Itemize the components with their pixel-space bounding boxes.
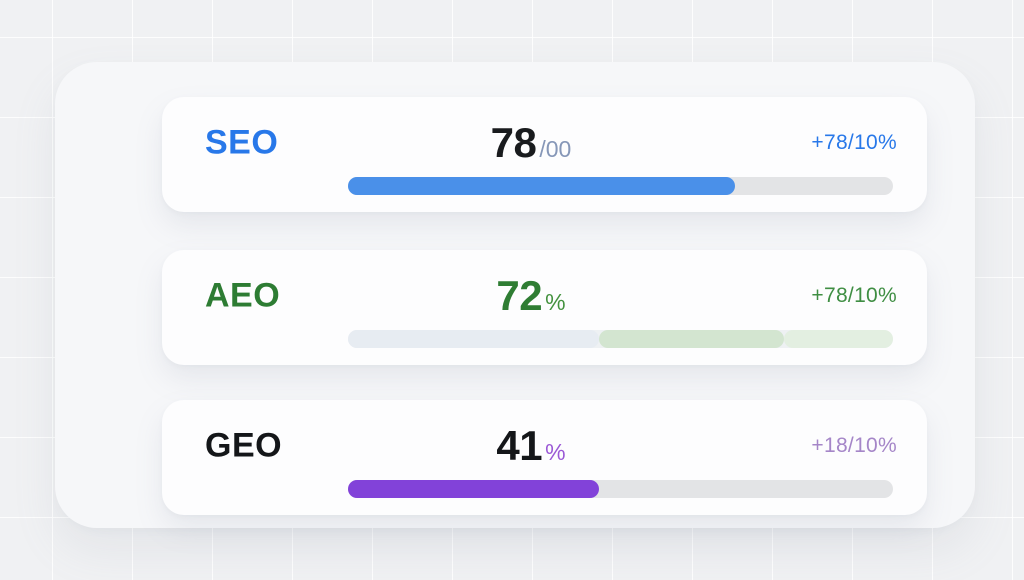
metric-score-geo: 41 % [496, 422, 565, 470]
metrics-panel: SEO 78 /00 +78/10% AEO 72 % +78/10% GEO … [55, 62, 975, 528]
score-value-seo: 78 [490, 119, 537, 166]
metric-score-seo: 78 /00 [491, 119, 572, 167]
delta-badge-geo: +18/10% [811, 434, 897, 457]
metric-title-geo: GEO [205, 426, 283, 465]
seo-progress-fill [348, 177, 735, 195]
score-value-geo: 41 [496, 422, 543, 469]
geo-progress-track [348, 480, 893, 498]
score-suffix-aeo: % [545, 289, 566, 315]
metric-score-aeo: 72 % [496, 272, 565, 320]
score-value-aeo: 72 [496, 272, 543, 319]
card-geo: GEO 41 % +18/10% [162, 400, 927, 515]
aeo-progress-segment-1 [348, 330, 599, 348]
card-geo-header: GEO 41 % +18/10% [162, 400, 927, 492]
aeo-progress-segment-3 [783, 330, 893, 348]
aeo-progress-segment-2 [598, 330, 784, 348]
delta-badge-seo: +78/10% [811, 131, 897, 154]
metric-title-aeo: AEO [205, 276, 281, 315]
aeo-progress-track [348, 330, 893, 348]
delta-badge-aeo: +78/10% [811, 284, 897, 307]
score-suffix-seo: /00 [539, 136, 572, 162]
card-aeo: AEO 72 % +78/10% [162, 250, 927, 365]
card-seo: SEO 78 /00 +78/10% [162, 97, 927, 212]
card-seo-header: SEO 78 /00 +78/10% [162, 97, 927, 189]
seo-progress-track [348, 177, 893, 195]
score-suffix-geo: % [545, 439, 566, 465]
geo-progress-fill [348, 480, 599, 498]
card-aeo-header: AEO 72 % +78/10% [162, 250, 927, 342]
metric-title-seo: SEO [205, 123, 279, 162]
